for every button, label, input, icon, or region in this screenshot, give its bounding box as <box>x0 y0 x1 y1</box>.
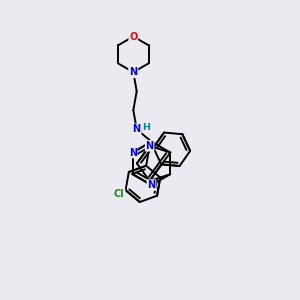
Text: H: H <box>142 123 151 132</box>
Text: O: O <box>129 32 137 41</box>
Text: N: N <box>147 180 155 190</box>
Text: N: N <box>129 67 137 77</box>
Text: N: N <box>129 67 137 77</box>
Text: Cl: Cl <box>114 189 124 200</box>
Text: N: N <box>129 148 137 158</box>
Text: N: N <box>133 124 141 134</box>
Text: N: N <box>146 141 154 151</box>
